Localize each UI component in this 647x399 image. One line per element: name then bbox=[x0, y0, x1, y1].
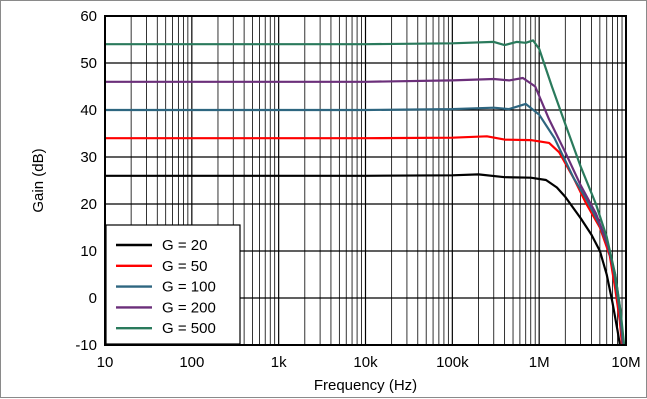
y-tick-label: 60 bbox=[80, 8, 97, 25]
x-tick-label: 10 bbox=[97, 354, 114, 371]
y-tick-labels: -10 0 10 20 30 40 50 60 bbox=[75, 8, 97, 354]
plot-border bbox=[104, 15, 627, 346]
x-tick-label: 100 bbox=[179, 354, 204, 371]
legend-label: G = 500 bbox=[162, 320, 216, 337]
x-tick-labels: 10 100 1k 10k 100k 1M 10M bbox=[97, 354, 641, 371]
legend-label: G = 200 bbox=[162, 299, 216, 316]
series-line bbox=[105, 39, 626, 346]
x-tick-label: 100k bbox=[436, 354, 469, 371]
legend-label: G = 50 bbox=[162, 258, 207, 275]
legend-label: G = 100 bbox=[162, 279, 216, 296]
x-tick-label: 10M bbox=[611, 354, 640, 371]
series-line bbox=[105, 173, 621, 346]
y-tick-label: -10 bbox=[75, 337, 97, 354]
y-tick-label: 30 bbox=[80, 149, 97, 166]
x-tick-label: 1k bbox=[271, 354, 287, 371]
series-layer bbox=[105, 39, 626, 346]
y-tick-label: 40 bbox=[80, 102, 97, 119]
y-tick-label: 0 bbox=[89, 290, 97, 307]
y-tick-label: 20 bbox=[80, 196, 97, 213]
y-axis-title: Gain (dB) bbox=[30, 148, 47, 212]
y-tick-label: 50 bbox=[80, 55, 97, 72]
x-axis-title: Frequency (Hz) bbox=[314, 377, 417, 394]
x-tick-label: 1M bbox=[529, 354, 550, 371]
y-tick-label: 10 bbox=[80, 243, 97, 260]
series-line bbox=[105, 135, 624, 346]
legend: G = 20 G = 50 G = 100 G = 200 G = 500 bbox=[105, 224, 241, 345]
legend-label: G = 20 bbox=[162, 237, 207, 254]
x-tick-label: 10k bbox=[353, 354, 378, 371]
